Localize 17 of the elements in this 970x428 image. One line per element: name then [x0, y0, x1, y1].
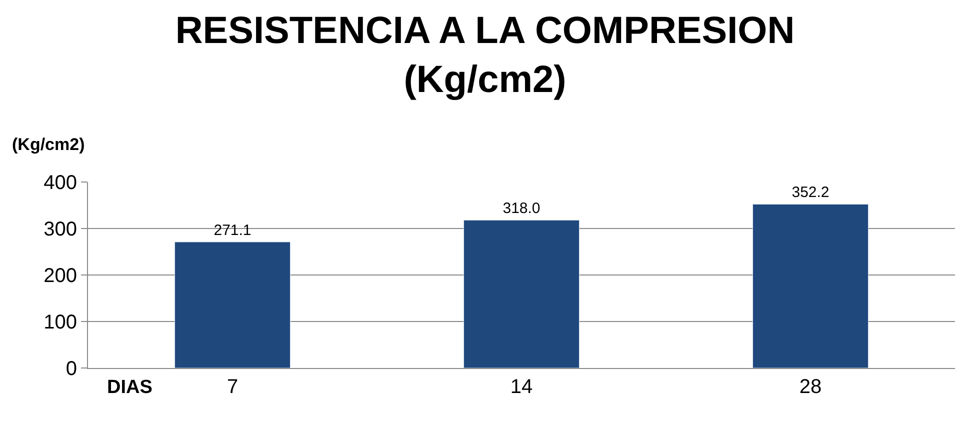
bar	[174, 242, 291, 368]
x-tick-label: 7	[226, 376, 238, 398]
data-label: 271.1	[214, 222, 252, 239]
y-tick-label: 300	[44, 218, 77, 240]
y-tick-label: 400	[44, 172, 77, 194]
x-tick-label: 28	[799, 376, 822, 398]
x-tick-label: 14	[510, 376, 533, 398]
y-axis-title: (Kg/cm2)	[12, 135, 85, 154]
y-tick-label: 0	[66, 358, 77, 380]
x-axis-title: DIAS	[107, 377, 152, 398]
chart-title: RESISTENCIA A LA COMPRESION (Kg/cm2)	[175, 10, 795, 102]
data-label: 318.0	[502, 200, 540, 218]
data-label: 352.2	[792, 184, 830, 202]
y-tick-label: 100	[44, 312, 77, 334]
bar	[752, 204, 869, 368]
y-tick-label: 200	[44, 265, 77, 287]
bar	[463, 220, 580, 368]
